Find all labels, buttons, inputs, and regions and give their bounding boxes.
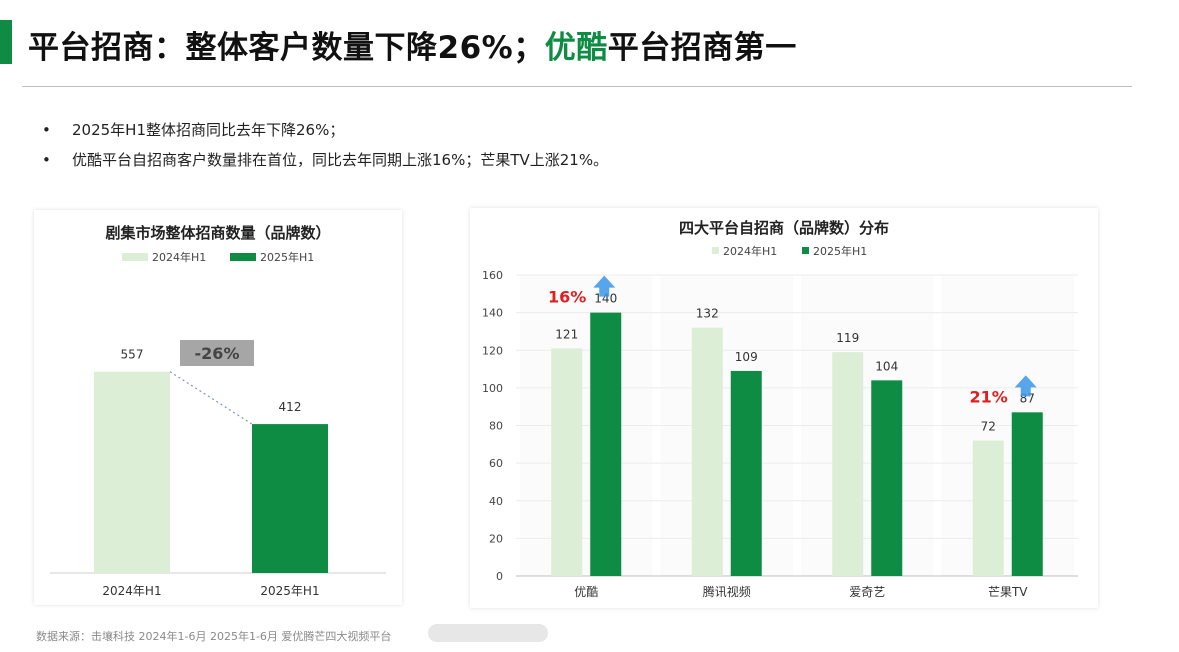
y-tick-label: 160 [482,269,503,282]
data-label: 72 [981,420,996,434]
tick-label: 优酷 [574,585,598,599]
change-box [180,340,254,366]
title-part2: 平台招商第一 [607,30,797,66]
y-tick-label: 120 [482,344,503,357]
title-part1: 平台招商：整体客户数量下降26%； [28,30,545,66]
bullet-list: • 2025年H1整体招商同比去年下降26%； • 优酷平台自招商客户数量排在首位，… [42,118,608,178]
data-label: 412 [279,400,302,414]
legend-swatch [230,253,256,261]
bar [871,380,903,576]
bar [730,370,762,576]
y-tick-label: 140 [482,307,503,320]
chart-title: 四大平台自招商（品牌数）分布 [679,219,889,237]
chart-title: 剧集市场整体招商数量（品牌数） [105,224,330,242]
y-tick-label: 100 [482,382,503,395]
change-label: -26% [195,344,240,363]
bullet-dot: • [42,121,51,139]
tick-label: 2025年H1 [260,584,319,598]
platform-chart-panel: 四大平台自招商（品牌数）分布 2024年H1 2025年H1 0 20 40 60 80 100… [470,208,1098,608]
legend-label: 2024年H1 [152,250,206,264]
legend-label: 2025年H1 [260,250,314,264]
bullet-dot: • [42,151,51,169]
bar [551,348,583,576]
bar [972,440,1004,576]
y-tick-label: 60 [489,457,503,470]
legend-label: 2025年H1 [813,244,867,258]
overall-brands-chart: 剧集市场整体招商数量（品牌数） 2024年H1 2025年H1 557 2024年H1 4… [50,224,386,598]
title-highlight: 优酷 [544,30,608,66]
growth-label: 21% [969,387,1007,406]
data-label: 109 [735,350,758,364]
bullet-item: • 2025年H1整体招商同比去年下降26%； [42,118,608,148]
tick-label: 2024年H1 [102,584,161,598]
tick-label: 芒果TV [988,584,1028,599]
data-label: 121 [555,327,578,341]
legend-swatch [122,253,148,261]
legend-label: 2024年H1 [723,244,777,258]
title-accent-bar [0,20,12,64]
legend-swatch [712,247,719,254]
bar [94,371,170,573]
tick-label: 腾讯视频 [703,584,751,599]
growth-label: 16% [548,288,586,307]
watermark-overlay [428,624,548,642]
bullet-text: 优酷平台自招商客户数量排在首位，同比去年同期上涨16%；芒果TV上涨21%。 [72,151,609,169]
data-label: 557 [121,348,144,362]
title-divider [22,86,1132,87]
y-tick-label: 80 [489,420,503,433]
overall-chart-panel: 剧集市场整体招商数量（品牌数） 2024年H1 2025年H1 557 2024年H1 4… [34,210,402,605]
y-tick-label: 20 [489,532,503,545]
bullet-item: • 优酷平台自招商客户数量排在首位，同比去年同期上涨16%；芒果TV上涨21%。 [42,148,608,178]
trend-connector [169,371,253,425]
data-source-note: 数据来源：击壤科技 2024年1-6月 2025年1-6月 爱优腾芒四大视频平台 [36,630,392,643]
data-label: 104 [875,359,898,373]
tick-label: 爱奇艺 [849,585,885,599]
data-label: 132 [696,307,719,321]
bar [832,352,864,576]
y-tick-label: 0 [496,570,503,583]
growth-arrow-icon [1014,375,1037,397]
bar [691,327,723,576]
bullet-text: 2025年H1整体招商同比去年下降26%； [72,121,345,139]
bar [1011,412,1043,576]
platform-brands-chart: 四大平台自招商（品牌数）分布 2024年H1 2025年H1 0 20 40 60 80 100… [482,219,1078,599]
bar [252,424,328,573]
data-label: 119 [836,331,859,345]
growth-arrow-icon [593,275,616,297]
legend-swatch [802,247,809,254]
page-title: 平台招商：整体客户数量下降26%；优酷平台招商第一 [28,22,797,67]
bar [590,312,622,576]
y-tick-label: 40 [489,495,503,508]
